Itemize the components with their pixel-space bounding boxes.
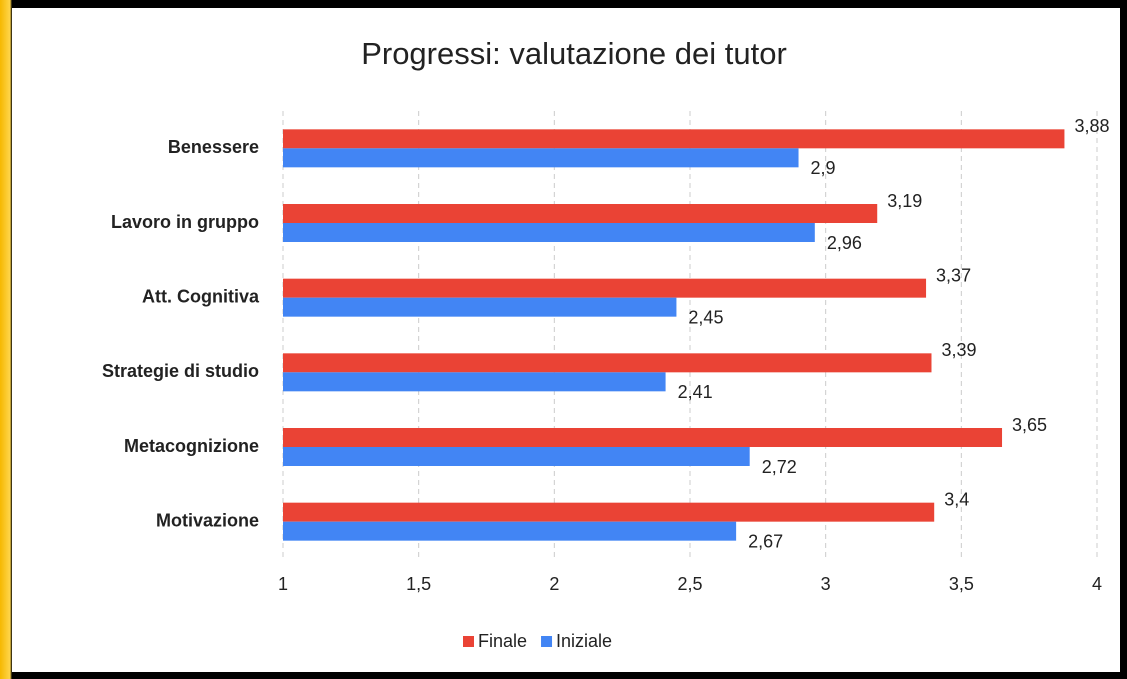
x-tick-label: 1,5 [406, 574, 431, 594]
value-label: 2,67 [748, 531, 783, 551]
bar [283, 278, 927, 298]
chart-title: Progressi: valutazione dei tutor [361, 36, 787, 71]
bar [283, 297, 677, 317]
bar [283, 148, 799, 168]
value-label: 2,72 [762, 457, 797, 477]
y-tick-label: Motivazione [156, 510, 259, 530]
legend-label: Finale [478, 631, 527, 651]
bar [283, 521, 737, 541]
y-tick-label: Strategie di studio [102, 361, 259, 381]
bar [283, 428, 1003, 447]
legend-swatch [541, 636, 553, 647]
value-label: 3,65 [1012, 415, 1047, 435]
bar [283, 223, 815, 242]
bar [283, 372, 666, 392]
y-tick-label: Att. Cognitiva [142, 286, 260, 306]
value-label: 3,37 [936, 265, 971, 285]
bar [283, 353, 932, 373]
value-label: 3,19 [887, 191, 922, 211]
chart: Progressi: valutazione dei tutor 1 1,5 2 2,… [12, 8, 1120, 672]
x-tick-label: 4 [1092, 574, 1102, 594]
value-label: 2,96 [827, 233, 862, 253]
x-tick-label: 2,5 [677, 574, 702, 594]
value-label: 3,39 [941, 340, 976, 360]
legend-label: Iniziale [556, 631, 612, 651]
legend-swatch [463, 636, 474, 647]
x-tick-label: 3,5 [949, 574, 974, 594]
value-label: 2,41 [678, 382, 713, 402]
bar [283, 447, 750, 466]
y-tick-label: Lavoro in gruppo [111, 212, 259, 232]
value-label: 3,4 [944, 489, 969, 509]
value-label: 2,45 [688, 307, 723, 327]
bar [283, 502, 935, 522]
y-tick-label: Metacognizione [124, 436, 259, 456]
bar [283, 204, 878, 223]
bar [283, 129, 1065, 149]
x-tick-label: 1 [278, 574, 288, 594]
y-tick-label: Benessere [168, 137, 259, 157]
x-tick-label: 2 [549, 574, 559, 594]
x-tick-label: 3 [821, 574, 831, 594]
value-label: 3,88 [1074, 116, 1109, 136]
value-label: 2,9 [811, 158, 836, 178]
